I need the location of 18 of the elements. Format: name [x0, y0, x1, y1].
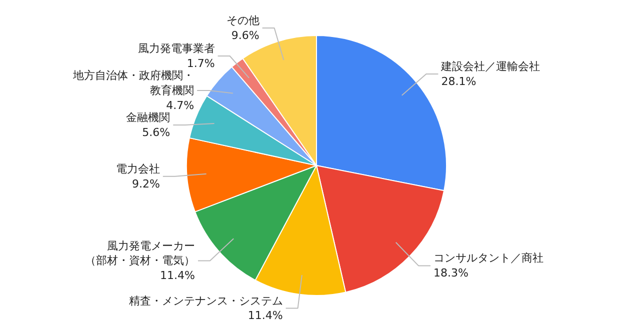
data-label: 5.6%: [142, 126, 170, 139]
data-label: 9.2%: [132, 177, 160, 190]
data-label: 28.1%: [441, 75, 476, 88]
data-label: 4.7%: [166, 98, 194, 112]
slice-label: 電力会社: [116, 162, 160, 176]
slice-label: その他: [226, 14, 260, 28]
slice-label: 風力発電事業者: [138, 42, 215, 56]
data-label: 1.7%: [186, 56, 215, 70]
slice-label: 金融機関: [126, 111, 170, 124]
data-label: 11.4%: [248, 309, 283, 322]
data-label: 11.4%: [160, 269, 195, 282]
slice-label: 建設会社／運輸会社: [440, 60, 540, 74]
slice-label: コンサルタント／商社: [433, 252, 544, 265]
slice-label: 地方自治体・政府機関・教育機関: [72, 69, 194, 97]
data-label: 9.6%: [231, 28, 260, 42]
slice-label: 風力発電メーカー（部材・資材・電気）: [84, 239, 195, 268]
slice-label: 精査・メンテナンス・システム: [128, 294, 283, 308]
data-label: 18.3%: [433, 266, 468, 280]
